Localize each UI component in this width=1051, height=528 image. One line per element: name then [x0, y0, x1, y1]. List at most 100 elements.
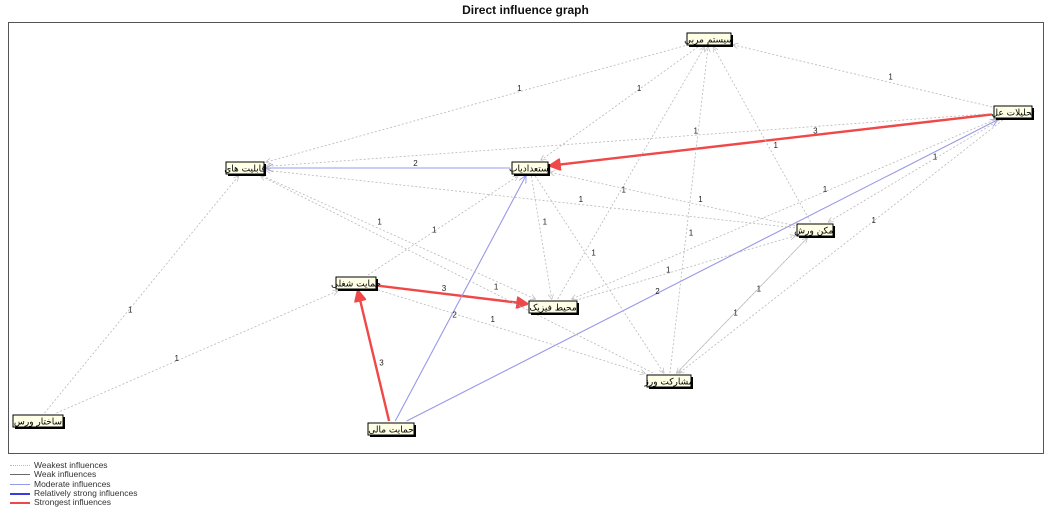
- nodes-layer: سیستم مربی تحلیلات عل قابلیت های استعدادیاب…: [12, 32, 1035, 437]
- edge-weight-label: 1: [517, 84, 522, 93]
- legend-label: Weakest influences: [34, 460, 108, 470]
- node-label: قابلیت های: [224, 165, 265, 175]
- edge-mosharekat-to-sistem: [669, 47, 708, 374]
- edge-weight-label: 2: [413, 159, 418, 168]
- edge-weight-label: 1: [622, 185, 627, 194]
- edge-weight-label: 3: [813, 127, 818, 136]
- diagram-title: Direct influence graph: [462, 3, 589, 17]
- node-label: استعدادیاب: [509, 165, 551, 175]
- edge-emkan-to-sistem: [713, 47, 811, 223]
- node-label: امکن ورش: [794, 227, 836, 237]
- edge-emkan-to-estedad: [550, 172, 796, 227]
- edge-weight-label: 2: [452, 310, 457, 319]
- node-label: سیستم مربی: [684, 36, 734, 46]
- edge-weight-label: 1: [689, 228, 694, 237]
- legend-label: Strongest influences: [34, 497, 112, 508]
- edge-weight-label: 1: [494, 283, 499, 292]
- edge-sakhtar-to-hemayat_shoghli: [56, 291, 337, 414]
- node-hemayat_mali: حمایت مالی: [367, 422, 416, 437]
- edge-labels-layer: 3 3 3 2 2 2 1 1 1 1 1 1 1 1 1 1 1 1 1 1 1 1 1 1 1 1 1 1 1: [128, 72, 938, 367]
- edge-weight-label: 1: [377, 217, 382, 226]
- node-box: [993, 105, 1033, 119]
- edge-emkan-to-qabel: [266, 170, 796, 229]
- graph-frame: [8, 22, 1044, 454]
- legend-swatch: [10, 502, 30, 505]
- edge-weight-label: 1: [773, 141, 778, 150]
- node-box: [528, 300, 578, 314]
- node-box: [12, 414, 64, 428]
- edge-tahlil-to-estedad: [550, 113, 993, 165]
- edge-sistem-to-qabel: [266, 45, 686, 162]
- edge-weight-label: 1: [823, 185, 828, 194]
- edge-hemayat_mali-to-estedad: [394, 176, 525, 422]
- edge-estedad-to-mosharekat: [534, 175, 664, 373]
- node-box: [335, 276, 377, 290]
- node-label: محیط فیزیک: [529, 304, 576, 314]
- edge-weight-label: 1: [666, 266, 671, 275]
- node-label: حمایت شغلی: [331, 280, 381, 290]
- edge-tahlil-to-mohit: [572, 119, 995, 299]
- node-label: مشارکت ورز: [644, 378, 694, 388]
- edge-weight-label: 1: [733, 309, 738, 318]
- edge-weight-label: 1: [175, 354, 180, 363]
- legend-swatch: [10, 465, 30, 466]
- legend-swatch: [10, 474, 30, 476]
- node-box: [686, 32, 732, 46]
- edge-weight-label: 3: [442, 284, 447, 293]
- edge-sakhtar-to-qabel: [44, 176, 239, 414]
- edge-tahlil-to-mosharekat: [679, 119, 1004, 373]
- edge-estedad-to-mohit: [530, 175, 551, 299]
- edge-qabel-to-mohit: [262, 175, 536, 299]
- edge-tahlil-to-emkan: [828, 119, 1000, 222]
- edge-weight-label: 1: [543, 217, 548, 226]
- edge-weight-label: 1: [637, 84, 642, 93]
- node-label: حمایت مالی: [368, 426, 414, 436]
- node-sistem: سیستم مربی: [684, 32, 734, 47]
- edge-tahlil-to-qabel: [266, 113, 993, 167]
- edge-mohit-to-sistem: [557, 47, 705, 300]
- edge-weight-label: 2: [655, 287, 660, 296]
- node-estedad: استعدادیاب: [509, 161, 551, 176]
- legend-label: Moderate influences: [34, 478, 111, 489]
- node-box: [646, 374, 692, 388]
- edge-weight-label: 1: [591, 248, 596, 257]
- node-label: ساختار ورس: [14, 418, 62, 428]
- edge-hemayat_mali-to-tahlil: [406, 120, 998, 422]
- node-box: [367, 422, 415, 436]
- node-box: [796, 223, 834, 237]
- node-box: [511, 161, 549, 175]
- edge-hemayat_shoghli-to-mohit: [377, 284, 527, 304]
- edge-mohit-to-emkan: [578, 236, 795, 300]
- edge-weight-label: 1: [888, 72, 893, 81]
- edge-weight-label: 1: [693, 127, 698, 136]
- edge-weight-label: 3: [379, 359, 384, 368]
- edge-weight-label: 1: [432, 226, 437, 235]
- node-tahlil: تحلیلات عل: [992, 105, 1035, 120]
- edge-hemayat_shoghli-to-mosharekat: [377, 289, 645, 374]
- edges-layer: [44, 45, 1004, 422]
- legend-swatch: [10, 492, 30, 495]
- node-mohit: محیط فیزیک: [528, 300, 579, 315]
- edge-weight-label: 1: [933, 153, 938, 162]
- legend-swatch: [10, 483, 30, 485]
- edge-tahlil-to-sistem: [733, 45, 993, 108]
- edge-sistem-to-estedad: [541, 46, 699, 160]
- node-mosharekat: مشارکت ورز: [644, 374, 694, 389]
- edge-mosharekat-to-emkan: [676, 238, 808, 374]
- edge-hemayat_mali-to-hemayat_shoghli: [358, 291, 391, 422]
- node-box: [225, 161, 265, 175]
- edge-weight-label: 1: [757, 284, 762, 293]
- edge-weight-label: 1: [128, 306, 133, 315]
- legend-label: Relatively strong influences: [34, 487, 138, 498]
- legend-label: Weak influences: [34, 469, 97, 480]
- node-qabel: قابلیت های: [224, 161, 266, 176]
- edge-weight-label: 1: [698, 195, 703, 204]
- edge-hemayat_shoghli-to-estedad: [367, 176, 518, 276]
- edge-weight-label: 1: [579, 195, 584, 204]
- node-emkan: امکن ورش: [794, 223, 836, 238]
- edge-weight-label: 1: [872, 216, 877, 225]
- node-sakhtar: ساختار ورس: [12, 414, 65, 429]
- edge-mosharekat-to-qabel: [261, 176, 654, 374]
- node-hemayat_shoghli: حمایت شغلی: [331, 276, 381, 291]
